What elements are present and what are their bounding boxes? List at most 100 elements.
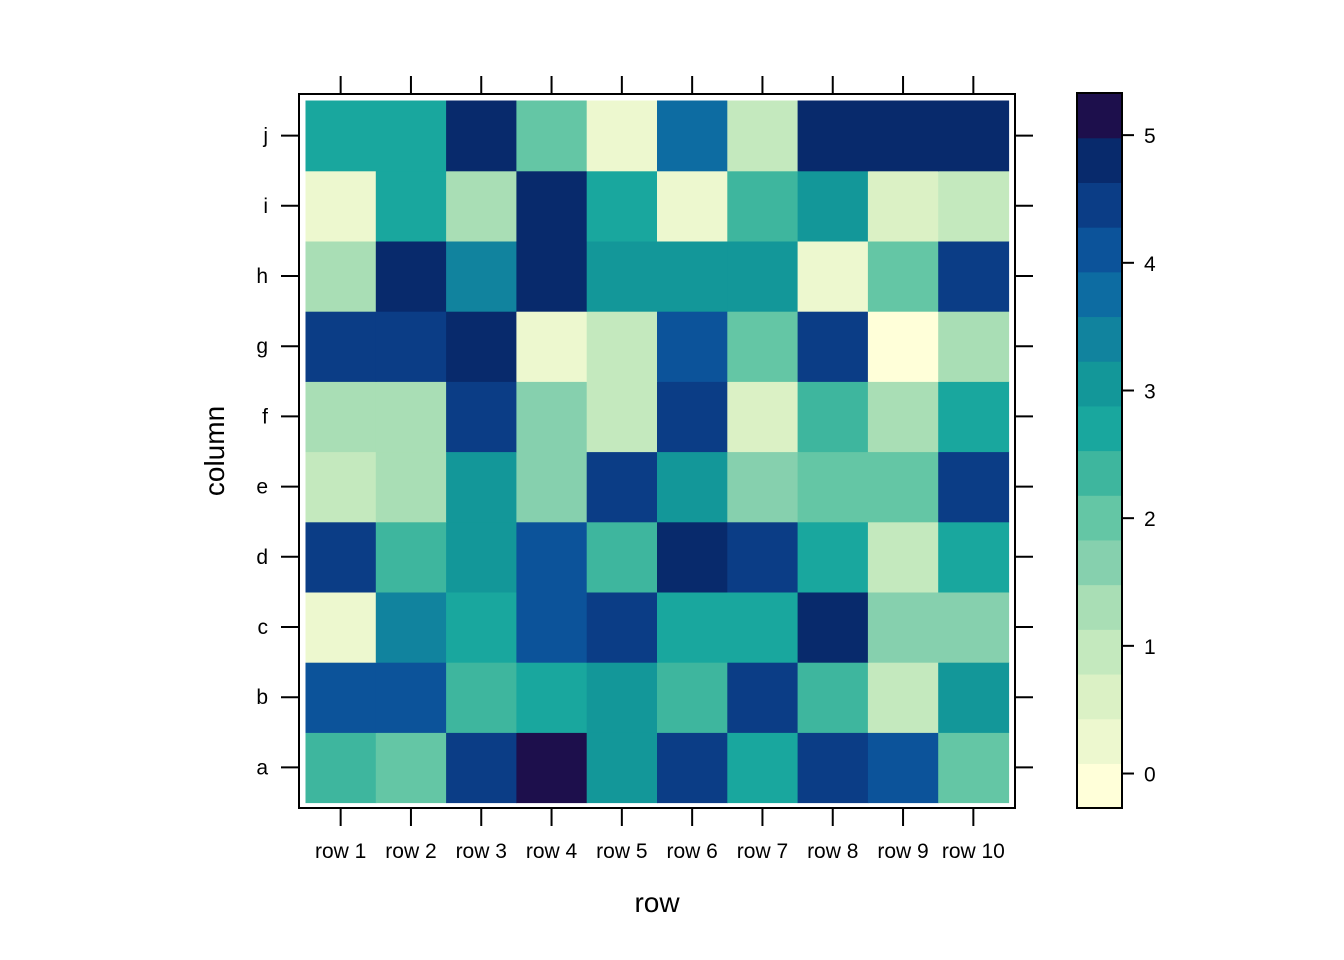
heatmap-cell-row2-h [375,240,447,312]
y-tick-label: d [256,546,268,569]
heatmap-cell-row9-e [867,451,939,523]
heatmap-cell-row5-c [586,591,658,663]
heatmap-cell-row8-d [797,521,869,593]
heatmap-cell-row9-a [867,732,939,804]
y-tick-label: e [256,476,268,499]
heatmap-cell-row3-b [446,662,517,733]
heatmap-cell-row10-i [938,170,1010,242]
heatmap-cell-row9-d [867,521,939,593]
x-tick-label: row 5 [596,840,647,863]
y-tick-label: i [263,195,268,218]
heatmap-cell-row10-d [938,521,1010,593]
colorbar-swatch [1077,539,1122,586]
heatmap-cell-row8-h [797,240,869,312]
heatmap-cell-row6-h [657,240,728,312]
heatmap-cell-row7-i [727,170,799,242]
y-axis: a b c d e f g h i j [256,125,1033,779]
heatmap-cell-row2-i [375,170,447,242]
heatmap-cell-row1-c [305,591,377,663]
heatmap-cell-row9-h [867,240,939,312]
heatmap-cell-row1-i [305,170,377,242]
colorbar-swatch [1077,763,1122,809]
heatmap-cell-row10-b [938,662,1010,733]
heatmap-cell-row3-a [446,732,517,804]
heatmap-cell-row8-f [797,381,869,453]
colorbar-tick-label: 4 [1144,253,1156,276]
y-tick-label: b [256,686,268,709]
heatmap-cell-row7-b [727,662,799,733]
heatmap-cell-row10-c [938,591,1010,663]
colorbar-swatch [1077,495,1122,541]
heatmap-cell-row7-j [727,100,799,172]
heatmap-cell-row7-c [727,591,799,663]
heatmap-cell-row4-d [516,521,588,593]
colorbar-swatch [1077,405,1122,452]
heatmap-cell-row7-g [727,311,799,382]
heatmap-cell-row3-f [446,381,517,453]
heatmap-cell-row7-d [727,521,799,593]
colorbar-tick-label: 2 [1144,508,1156,531]
x-tick-label: row 1 [315,840,366,863]
heatmap-cell-row6-c [657,591,728,663]
heatmap-cell-row1-f [305,381,377,453]
x-axis-title: row [634,887,680,918]
heatmap-cell-row4-j [516,100,588,172]
y-tick-label: h [256,265,268,288]
heatmap-cell-row2-e [375,451,447,523]
heatmap-cell-row2-c [375,591,447,663]
y-tick-label: c [258,616,269,639]
heatmap-cell-row10-h [938,240,1010,312]
colorbar-swatch [1077,450,1122,496]
heatmap-cell-row5-b [586,662,658,733]
heatmap-cell-row5-j [586,100,658,172]
y-tick-label: a [256,756,268,779]
y-tick-label: g [256,335,268,358]
heatmap-cell-row4-f [516,381,588,453]
colorbar-frame [1076,92,1123,809]
colorbar-tick-label: 0 [1144,764,1156,787]
colorbar-tick-label: 5 [1144,125,1156,148]
heatmap-cell-row8-j [797,100,869,172]
colorbar-tick-label: 3 [1144,380,1156,403]
heatmap-cell-row10-j [938,100,1010,172]
colorbar-swatch [1077,718,1122,764]
x-tick-label: row 4 [526,840,578,863]
heatmap-cell-row5-i [586,170,658,242]
x-axis: row 1 row 2 row 3 row 4 row 5 row 6 row 7 row 8… [315,76,1005,863]
y-tick-label: f [262,405,268,428]
heatmap-cell-row1-h [305,240,377,312]
x-tick-label: row 9 [877,840,928,863]
colorbar-swatch [1077,316,1122,362]
x-tick-label: row 10 [942,840,1005,863]
heatmap-cell-row8-c [797,591,869,663]
heatmap-cell-row6-j [657,100,728,172]
heatmap-cell-row2-j [375,100,447,172]
heatmap-cell-row4-a [516,732,588,804]
heatmap-cell-row6-b [657,662,728,733]
x-tick-label: row 8 [807,840,858,863]
heatmap-cell-row2-a [375,732,447,804]
x-tick-label: row 6 [666,840,717,863]
heatmap-cell-row4-i [516,170,588,242]
colorbar-swatch [1077,182,1122,228]
heatmap-cell-row1-e [305,451,377,523]
heatmap-cell-row4-e [516,451,588,523]
heatmap-cell-row7-h [727,240,799,312]
heatmap-cell-row8-b [797,662,869,733]
heatmap-cell-row3-d [446,521,517,593]
heatmap-cell-row2-d [375,521,447,593]
colorbar: 0 1 2 3 4 5 [1076,92,1156,809]
plot-frame [298,93,1016,809]
x-tick-label: row 3 [456,840,507,863]
colorbar-swatch [1077,629,1122,675]
colorbar-swatch [1077,137,1122,183]
heatmap-cell-row3-g [446,311,517,382]
heatmap-cell-row2-b [375,662,447,733]
heatmap-cell-row9-g [867,311,939,382]
heatmap-cell-row5-g [586,311,658,382]
heatmap-cell-row7-a [727,732,799,804]
y-axis-title: column [199,406,230,496]
heatmap-cell-row5-a [586,732,658,804]
heatmap-cell-row3-h [446,240,517,312]
heatmap-cell-row4-g [516,311,588,382]
